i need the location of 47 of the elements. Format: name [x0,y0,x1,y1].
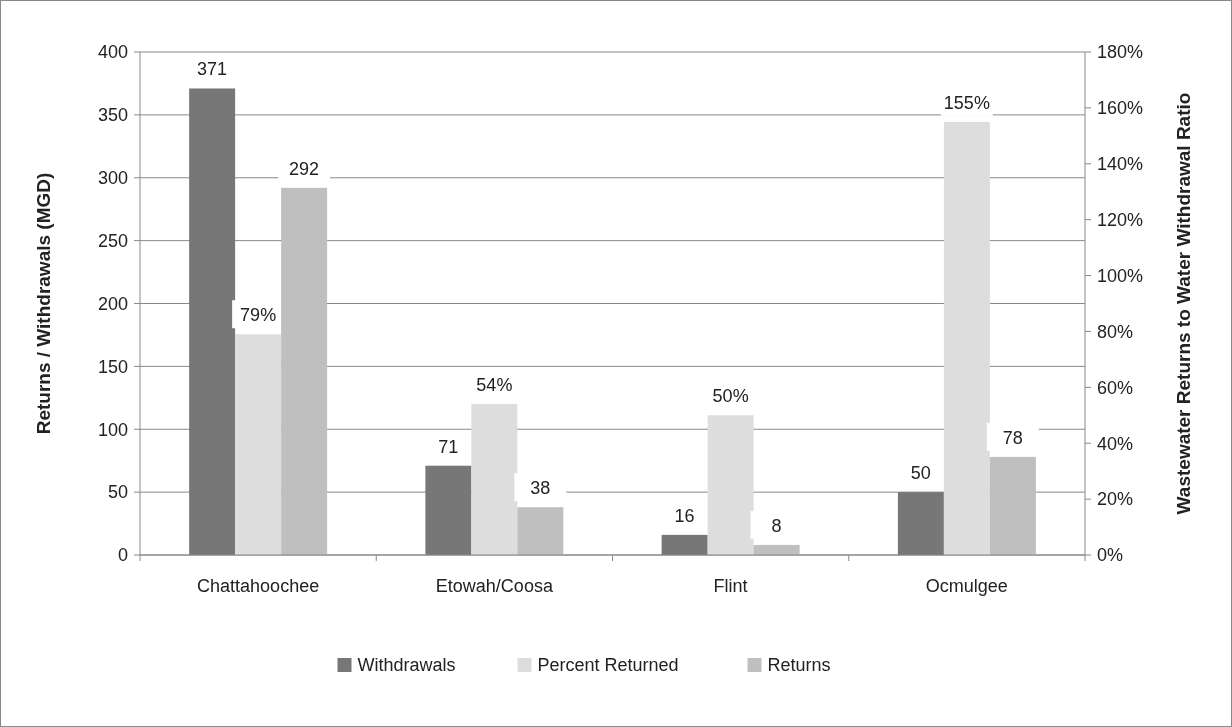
y-axis-title: Returns / Withdrawals (MGD) [33,172,54,435]
legend-label: Returns [767,655,831,676]
data-label: 78 [1002,427,1023,448]
data-label: 50 [910,463,931,484]
data-label: 8 [771,515,782,536]
x-tick-label: Etowah/Coosa [435,576,554,596]
data-label: 16 [674,505,695,526]
bar [707,415,754,555]
y2-tick-label: 160% [1097,98,1144,119]
data-label: 50% [712,386,749,407]
y2-tick-label: 20% [1097,489,1134,510]
bar [943,121,990,555]
data-label: 38 [530,478,551,499]
data-label: 371 [197,59,228,80]
y2-tick-label: 140% [1097,154,1144,175]
y-tick-label: 50 [107,482,128,503]
y2-tick-label: 100% [1097,265,1144,286]
bar [517,507,564,555]
y2-tick-label: 180% [1097,42,1144,63]
y2-tick-label: 80% [1097,321,1134,342]
y2-tick-label: 40% [1097,433,1134,454]
y-tick-label: 200 [97,293,128,314]
bar [189,88,236,555]
legend-label: Percent Returned [537,655,679,676]
x-tick-label: Ocmulgee [925,576,1008,596]
y-tick-label: 150 [97,356,128,377]
bar [661,534,708,555]
y-tick-label: 100 [97,419,128,440]
y-tick-label: 300 [97,168,128,189]
x-tick-label: Flint [713,576,748,596]
bar [897,492,944,555]
y-tick-label: 350 [97,105,128,126]
data-label: 155% [943,92,990,113]
data-label: 71 [438,436,459,457]
x-tick-label: Chattahoochee [197,576,320,596]
y-tick-label: 0 [117,545,128,566]
y2-tick-label: 120% [1097,209,1144,230]
y-tick-label: 250 [97,230,128,251]
legend-label: Withdrawals [357,655,456,676]
y2-tick-label: 60% [1097,377,1134,398]
y2-axis-title: Wastewater Returns to Water Withdrawal Ratio [1173,92,1194,515]
y2-tick-label: 0% [1097,545,1124,566]
data-label: 54% [476,375,513,396]
data-label: 292 [289,158,320,179]
bar [989,456,1036,555]
y-tick-label: 400 [97,42,128,63]
data-label: 79% [240,305,277,326]
